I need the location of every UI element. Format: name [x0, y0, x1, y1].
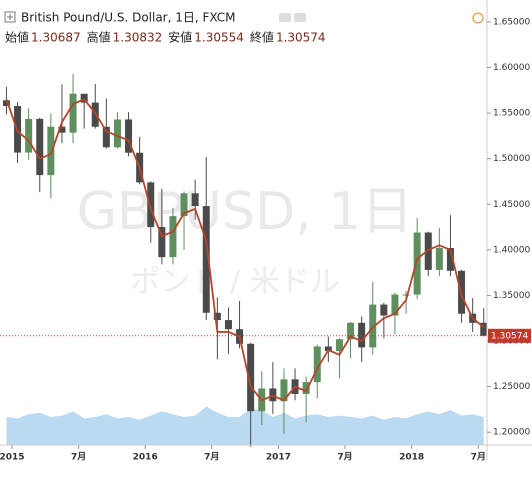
ohlc-label: 始値 — [5, 30, 29, 45]
settings-icon[interactable] — [294, 13, 306, 22]
candle-body — [113, 119, 121, 148]
watermark-group: GBPUSD, 1日 ポンド / 米ドル — [77, 182, 414, 300]
candle-body — [158, 227, 166, 258]
y-tick-label: 1.55000 — [493, 109, 530, 119]
ohlc-label: 高値 — [87, 30, 111, 45]
candle-body — [213, 312, 221, 321]
y-tick-label: 1.60000 — [493, 63, 530, 73]
candle-body — [347, 322, 355, 340]
candle-body — [102, 126, 110, 148]
ohlc-value: 1.30832 — [113, 31, 163, 45]
ohlc-value: 1.30687 — [31, 31, 81, 45]
candle-body — [324, 346, 332, 352]
candle-body — [313, 346, 321, 383]
candle-body — [147, 182, 155, 228]
last-price-label: 1.30574 — [491, 331, 528, 341]
candle-body — [413, 232, 421, 295]
candle-body — [358, 322, 366, 348]
volume-group — [6, 406, 484, 445]
candle-body — [2, 100, 10, 107]
x-tick-label: 7月 — [337, 452, 352, 463]
candle-body — [191, 193, 199, 207]
candle-body — [58, 126, 66, 133]
plot-group — [0, 73, 488, 447]
candle-body — [402, 294, 410, 296]
candle-body — [169, 216, 177, 258]
candle-body — [302, 382, 310, 394]
ohlc-label: 終値 — [250, 30, 274, 45]
x-tick-label: 2016 — [133, 453, 158, 463]
y-tick-label: 1.50000 — [493, 154, 530, 164]
y-tick-label: 1.35000 — [493, 291, 530, 301]
candle-body — [446, 248, 454, 271]
y-tick-label: 1.45000 — [493, 200, 530, 210]
candle-body — [424, 232, 432, 270]
moving-average — [5, 98, 485, 402]
x-tick-label: 7月 — [71, 452, 86, 463]
candle-body — [36, 118, 44, 176]
x-tick-label: 2018 — [399, 453, 424, 463]
candle-body — [280, 379, 288, 402]
candle-body — [202, 206, 210, 313]
candle-body — [125, 119, 133, 153]
candle-body — [391, 294, 399, 316]
x-tick-label: 7月 — [204, 452, 219, 463]
candle-body — [224, 320, 232, 330]
watermark: GBPUSD, 1日 — [77, 182, 414, 242]
ohlc-value: 1.30574 — [276, 31, 326, 45]
candle-body — [47, 126, 55, 176]
candle-body — [80, 93, 88, 103]
x-tick-label: 2017 — [266, 453, 291, 463]
watermark-sub: ポンド / 米ドル — [130, 265, 339, 300]
eye-icon[interactable] — [279, 13, 291, 22]
x-tick-label: 2015 — [0, 453, 25, 463]
candle-body — [369, 304, 377, 348]
volume-area — [6, 406, 484, 445]
x-tick-label: 7月 — [471, 452, 486, 463]
ohlc-label: 安値 — [168, 30, 192, 45]
candle-body — [435, 248, 443, 270]
ohlc-value: 1.30554 — [194, 31, 244, 45]
y-tick-label: 1.25000 — [493, 382, 530, 392]
collapse-icon[interactable] — [4, 11, 16, 23]
candle-body — [247, 343, 255, 412]
candle-body — [69, 93, 77, 133]
symbol-title: British Pound/U.S. Dollar, 1日, FXCM — [21, 11, 236, 25]
candle-body — [480, 322, 488, 336]
y-tick-label: 1.40000 — [493, 245, 530, 255]
ohlc-group: 始値 1.30687 高値 1.30832 安値 1.30554 終値 1.30574 — [5, 30, 326, 45]
alert-icon[interactable] — [472, 12, 484, 24]
candle-body — [335, 339, 343, 352]
last-price-tag — [488, 328, 531, 343]
y-tick-label: 1.65000 — [493, 17, 530, 27]
candle-body — [25, 118, 33, 153]
candle-body — [180, 193, 188, 217]
y-tick-label: 1.20000 — [493, 428, 530, 438]
axis-group: 1.200001.250001.300001.350001.400001.450… — [0, 17, 531, 463]
candle-body — [380, 304, 388, 316]
